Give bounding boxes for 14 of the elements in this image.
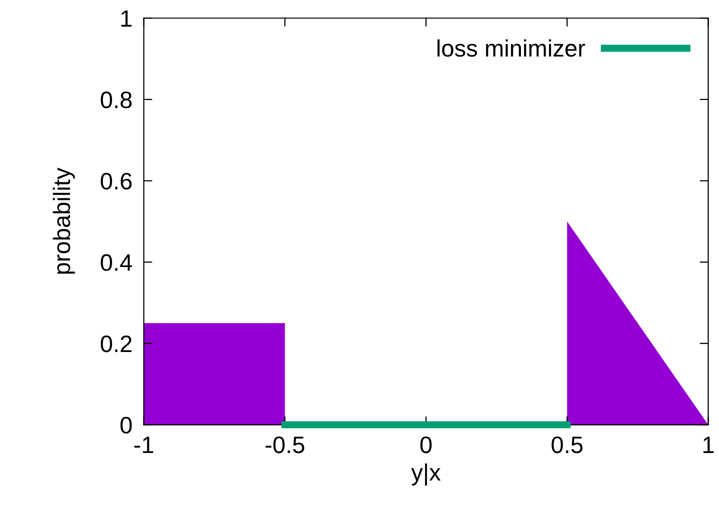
y-tick-label: 0 (120, 416, 132, 434)
x-tick-label: -0.5 (266, 436, 304, 454)
y-tick-label: 0.4 (100, 254, 132, 271)
y-axis-title: probability (52, 168, 75, 274)
y-tick-label: 1 (121, 10, 132, 27)
x-tick-label: 0 (420, 436, 432, 454)
x-tick-label: 0.5 (552, 436, 583, 454)
x-axis-title: y|x (411, 463, 441, 486)
x-tick-label: 1 (703, 436, 714, 453)
y-tick-label: 0.8 (100, 92, 132, 108)
y-tick-label: 0.6 (100, 172, 132, 190)
x-tick-label: -1 (134, 436, 154, 453)
y-tick-label: 0.2 (100, 336, 132, 352)
legend-label: loss minimizer (437, 39, 586, 57)
